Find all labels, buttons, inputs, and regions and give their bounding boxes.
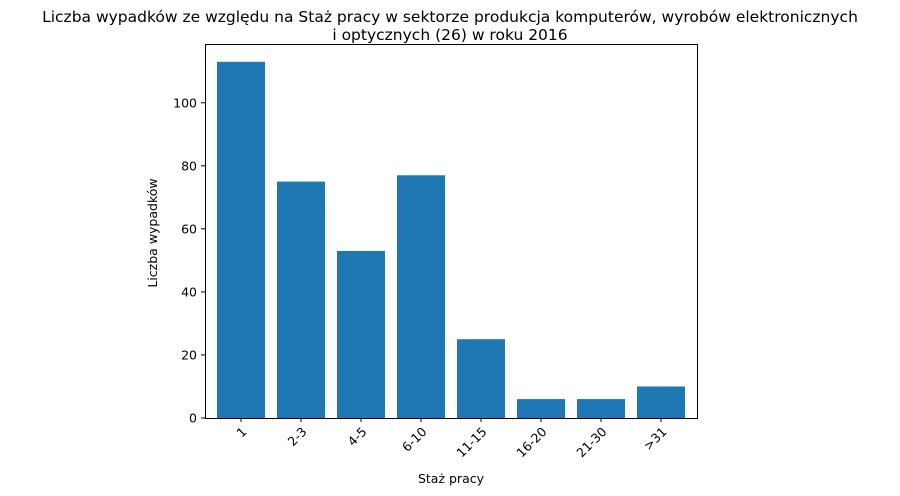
bar-1 bbox=[217, 61, 265, 419]
x-tick-label: 21-30 bbox=[573, 424, 609, 460]
x-axis-label: Staż pracy bbox=[418, 471, 485, 486]
y-axis-label: Liczba wypadków bbox=[145, 178, 160, 287]
x-axis-ticks: 1 2-3 4-5 6-10 11-15 16-20 21-30 >31 bbox=[233, 418, 670, 460]
x-tick-label: 2-3 bbox=[285, 424, 310, 449]
y-tick-label: 60 bbox=[181, 221, 197, 236]
y-tick-label: 100 bbox=[173, 95, 197, 110]
bars-layer bbox=[217, 61, 685, 419]
bar-4 bbox=[397, 175, 445, 418]
y-tick-label: 0 bbox=[189, 411, 197, 426]
chart-title-line-1: Liczba wypadków ze względu na Staż pracy… bbox=[42, 8, 858, 26]
y-tick-label: 20 bbox=[181, 347, 197, 362]
bar-6 bbox=[517, 399, 565, 418]
y-tick-label: 80 bbox=[181, 158, 197, 173]
bar-2 bbox=[277, 181, 325, 418]
x-tick-label: 4-5 bbox=[345, 424, 370, 449]
y-axis-ticks: 0 20 40 60 80 100 bbox=[173, 95, 205, 426]
bar-3 bbox=[337, 250, 385, 418]
plot-area-frame bbox=[205, 44, 698, 419]
bar-8 bbox=[637, 386, 685, 418]
x-tick-label: 1 bbox=[233, 424, 249, 440]
x-tick-label: 6-10 bbox=[399, 424, 430, 455]
bar-5 bbox=[457, 339, 505, 418]
x-tick-label: 11-15 bbox=[453, 424, 489, 460]
chart-title: Liczba wypadków ze względu na Staż pracy… bbox=[42, 8, 858, 44]
x-tick-label: >31 bbox=[640, 424, 669, 453]
x-tick-label: 16-20 bbox=[513, 424, 549, 460]
chart-title-line-2: i optycznych (26) w roku 2016 bbox=[332, 26, 567, 44]
bar-7 bbox=[577, 399, 625, 418]
y-tick-label: 40 bbox=[181, 284, 197, 299]
